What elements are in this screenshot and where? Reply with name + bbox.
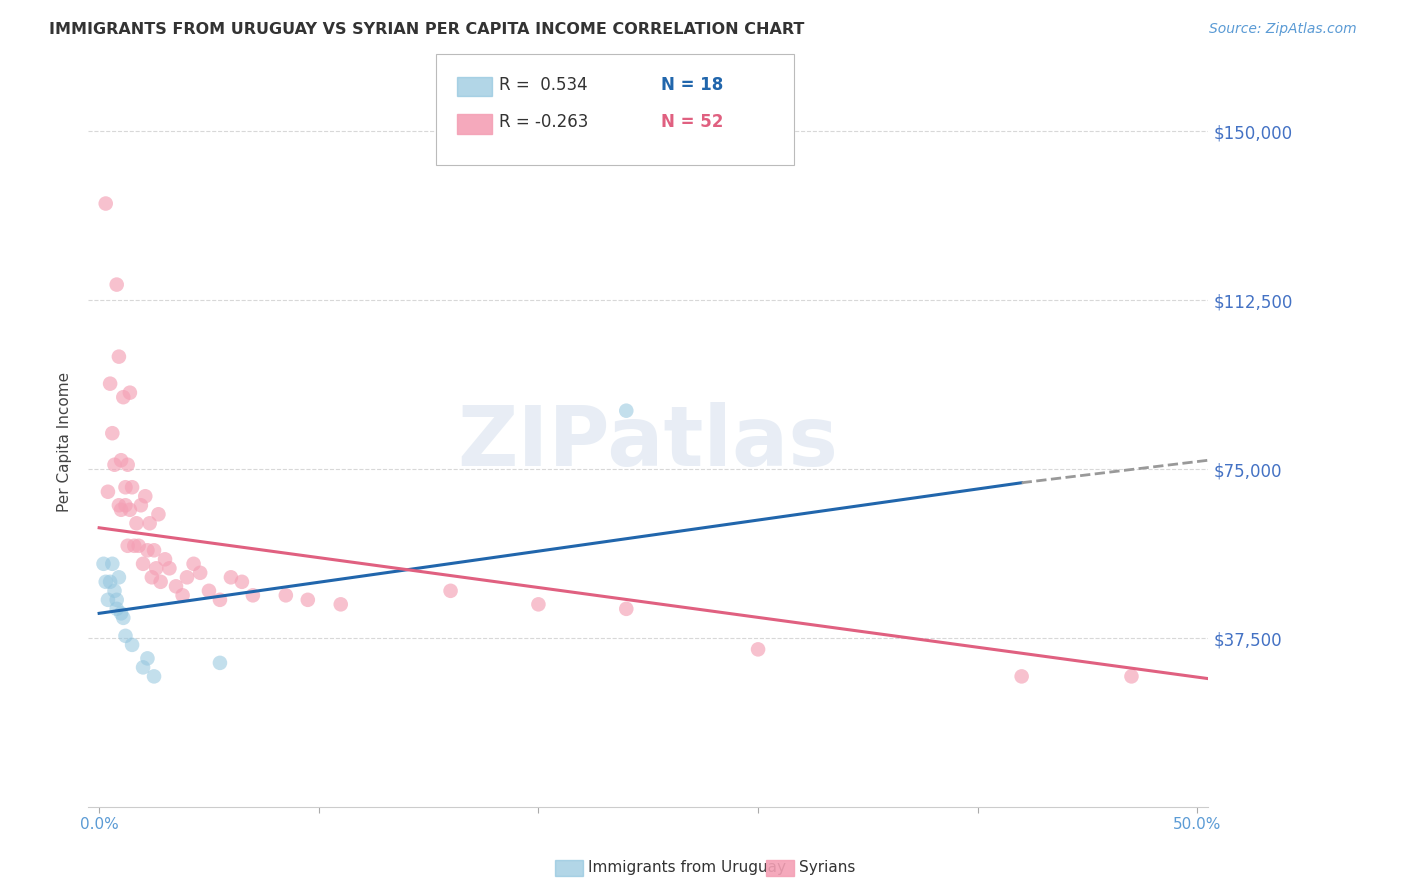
Y-axis label: Per Capita Income: Per Capita Income — [58, 372, 72, 512]
Immigrants from Uruguay — [114, 629, 136, 643]
Syrians — [153, 552, 176, 566]
Immigrants from Uruguay — [103, 583, 125, 598]
Syrians — [208, 592, 231, 607]
Immigrants from Uruguay — [112, 611, 135, 625]
Syrians — [141, 570, 163, 584]
Syrians — [114, 480, 136, 494]
Immigrants from Uruguay — [108, 570, 131, 584]
Immigrants from Uruguay — [143, 669, 166, 683]
Syrians — [118, 385, 141, 400]
Syrians — [143, 543, 166, 558]
Text: N = 18: N = 18 — [661, 76, 723, 94]
Immigrants from Uruguay — [97, 592, 120, 607]
Syrians — [117, 458, 139, 472]
Text: Source: ZipAtlas.com: Source: ZipAtlas.com — [1209, 22, 1357, 37]
Syrians — [98, 376, 121, 391]
Syrians — [198, 583, 221, 598]
Immigrants from Uruguay — [132, 660, 155, 674]
Syrians — [110, 453, 132, 467]
Syrians — [125, 516, 148, 531]
Syrians — [129, 498, 152, 512]
Syrians — [121, 480, 143, 494]
Syrians — [183, 557, 205, 571]
Text: Syrians: Syrians — [799, 860, 855, 874]
Syrians — [128, 539, 150, 553]
Immigrants from Uruguay — [208, 656, 231, 670]
Syrians — [527, 598, 550, 612]
Immigrants from Uruguay — [101, 557, 124, 571]
Syrians — [138, 516, 160, 531]
Syrians — [110, 502, 132, 516]
Syrians — [614, 602, 637, 616]
Immigrants from Uruguay — [136, 651, 159, 665]
Immigrants from Uruguay — [105, 602, 128, 616]
Syrians — [108, 498, 131, 512]
Syrians — [114, 498, 136, 512]
Immigrants from Uruguay — [98, 574, 121, 589]
Syrians — [94, 196, 117, 211]
Syrians — [231, 574, 253, 589]
Syrians — [188, 566, 211, 580]
Syrians — [124, 539, 146, 553]
Text: N = 52: N = 52 — [661, 113, 723, 131]
Syrians — [172, 588, 194, 602]
Syrians — [176, 570, 198, 584]
Syrians — [132, 557, 155, 571]
Syrians — [219, 570, 242, 584]
Immigrants from Uruguay — [94, 574, 117, 589]
Syrians — [118, 502, 141, 516]
Immigrants from Uruguay — [93, 557, 115, 571]
Syrians — [329, 598, 352, 612]
Syrians — [1121, 669, 1143, 683]
Syrians — [297, 592, 319, 607]
Immigrants from Uruguay — [121, 638, 143, 652]
Syrians — [274, 588, 297, 602]
Immigrants from Uruguay — [105, 592, 128, 607]
Text: Immigrants from Uruguay: Immigrants from Uruguay — [588, 860, 786, 874]
Text: ZIPatlas: ZIPatlas — [458, 401, 839, 483]
Syrians — [439, 583, 461, 598]
Text: IMMIGRANTS FROM URUGUAY VS SYRIAN PER CAPITA INCOME CORRELATION CHART: IMMIGRANTS FROM URUGUAY VS SYRIAN PER CA… — [49, 22, 804, 37]
Syrians — [97, 484, 120, 499]
Immigrants from Uruguay — [110, 607, 132, 621]
Syrians — [165, 579, 187, 593]
Text: R =  0.534: R = 0.534 — [499, 76, 588, 94]
Syrians — [134, 489, 156, 503]
Immigrants from Uruguay — [614, 403, 637, 417]
Syrians — [149, 574, 172, 589]
Syrians — [117, 539, 139, 553]
Syrians — [108, 350, 131, 364]
Text: R = -0.263: R = -0.263 — [499, 113, 589, 131]
Syrians — [1011, 669, 1033, 683]
Syrians — [157, 561, 180, 575]
Syrians — [105, 277, 128, 292]
Syrians — [242, 588, 264, 602]
Syrians — [145, 561, 167, 575]
Syrians — [103, 458, 125, 472]
Syrians — [112, 390, 135, 404]
Syrians — [101, 426, 124, 441]
Syrians — [136, 543, 159, 558]
Syrians — [148, 508, 170, 522]
Syrians — [747, 642, 769, 657]
